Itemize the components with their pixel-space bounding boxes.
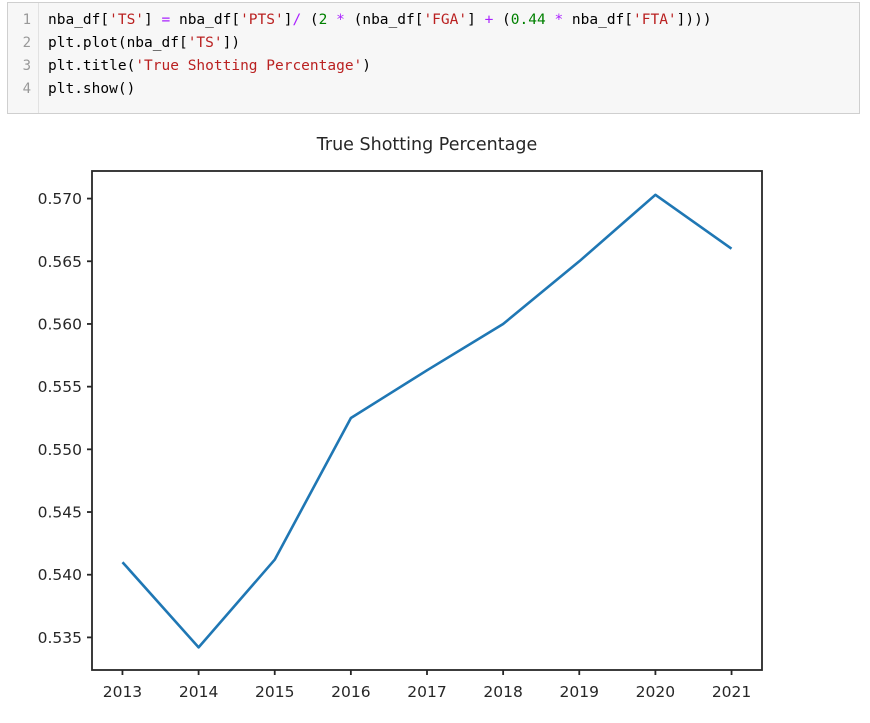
- line-number: 3: [22, 58, 31, 74]
- code-token: 'FGA': [423, 12, 468, 28]
- code-token: ]): [222, 35, 241, 51]
- code-token: plt.show(): [48, 81, 136, 97]
- code-token: =: [161, 12, 171, 28]
- y-tick-label: 0.545: [38, 504, 82, 522]
- code-token: nba_df[: [563, 12, 634, 28]
- code-token: 'True Shotting Percentage': [135, 58, 363, 74]
- ts-line-series: [121, 193, 733, 649]
- x-tick-label: 2014: [179, 683, 218, 701]
- code-token: [327, 12, 336, 28]
- x-tick-label: 2013: [103, 683, 142, 701]
- line-number: 4: [22, 81, 31, 97]
- code-token: (: [301, 12, 319, 28]
- x-tick-label: 2021: [712, 683, 751, 701]
- code-token: ]: [283, 12, 293, 28]
- code-line: plt.plot(nba_df['TS']): [48, 32, 859, 55]
- code-token: 2: [318, 12, 328, 28]
- x-tick-label: 2020: [636, 683, 675, 701]
- code-line: plt.show(): [48, 78, 859, 101]
- code-line: plt.title('True Shotting Percentage'): [48, 55, 859, 78]
- code-token: ]: [467, 12, 485, 28]
- code-token: (: [493, 12, 511, 28]
- code-token: 0.44: [510, 12, 546, 28]
- code-token: nba_df[: [48, 12, 110, 28]
- x-tick-label: 2017: [407, 683, 446, 701]
- code-token: nba_df[: [170, 12, 241, 28]
- code-token: plt.title(: [48, 58, 136, 74]
- code-token: 'TS': [187, 35, 223, 51]
- line-number-gutter: 1 2 3 4: [8, 3, 39, 113]
- code-token: *: [336, 12, 345, 28]
- code-token: 'FTA': [633, 12, 677, 28]
- code-token: ]))): [676, 12, 712, 28]
- code-line: nba_df['TS'] = nba_df['PTS']/ (2 * (nba_…: [48, 9, 859, 32]
- chart-title: True Shotting Percentage: [316, 135, 538, 155]
- code-token: plt.plot(nba_df[: [48, 35, 188, 51]
- code-token: +: [484, 12, 494, 28]
- y-tick-label: 0.570: [38, 190, 82, 208]
- y-tick-label: 0.565: [38, 253, 82, 271]
- code-token: 'PTS': [240, 12, 284, 28]
- matplotlib-figure: True Shotting Percentage 0.535 0.540 0.545…: [0, 115, 870, 723]
- x-tick-label: 2018: [483, 683, 522, 701]
- y-tick-label: 0.555: [38, 378, 82, 396]
- y-tick-label: 0.540: [38, 566, 82, 584]
- y-tick-label: 0.535: [38, 629, 82, 647]
- y-tick-label: 0.550: [38, 441, 82, 459]
- line-number: 1: [22, 12, 31, 28]
- code-cell[interactable]: 1 2 3 4 nba_df['TS'] = nba_df['PTS']/ (2 * …: [7, 2, 860, 114]
- axes-frame: [91, 170, 763, 671]
- x-tick-label: 2016: [331, 683, 370, 701]
- code-token: ]: [144, 12, 162, 28]
- code-editor[interactable]: nba_df['TS'] = nba_df['PTS']/ (2 * (nba_…: [39, 3, 859, 113]
- code-token: /: [292, 12, 302, 28]
- code-token: ): [362, 58, 372, 74]
- x-tick-label: 2019: [560, 683, 599, 701]
- code-token: *: [554, 12, 564, 28]
- code-token: (nba_df[: [344, 12, 424, 28]
- line-number: 2: [22, 35, 31, 51]
- line-chart: 0.535 0.540 0.545 0.550 0.555 0.560 0.565 0.570…: [38, 170, 763, 701]
- y-tick-label: 0.560: [38, 315, 82, 333]
- code-token: 'TS': [109, 12, 145, 28]
- x-tick-label: 2015: [255, 683, 294, 701]
